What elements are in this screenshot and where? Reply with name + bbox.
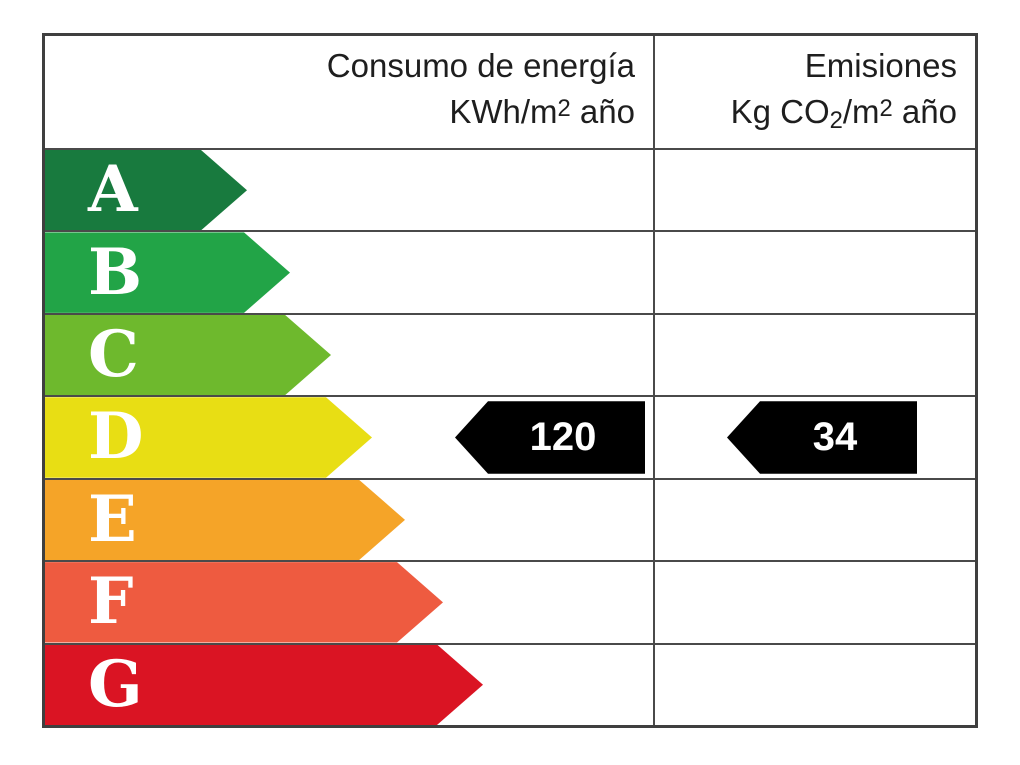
emissions-unit-subscript: 2 [829, 107, 843, 135]
consumption-cell-d: D 120 [45, 397, 653, 477]
rating-bar-c: C [45, 315, 331, 395]
rating-bar-b: B [45, 232, 290, 312]
rating-row-c: C [45, 312, 975, 396]
emissions-cell-d: 34 [653, 397, 975, 478]
emissions-cell-e [653, 479, 975, 561]
rating-bar-g: G [45, 645, 483, 725]
rating-table: Consumo de energía KWh/m2 año Emisiones … [42, 33, 978, 728]
rating-letter-g: G [88, 646, 144, 722]
emissions-cell-b [653, 232, 975, 313]
consumption-unit-superscript: 2 [557, 94, 571, 122]
emissions-unit: Kg CO2/m2 año [655, 89, 957, 139]
rating-letter-b: B [88, 234, 144, 310]
emissions-unit-superscript: 2 [879, 94, 893, 122]
emissions-unit-mid: /m [842, 93, 880, 130]
emissions-unit-suffix: año [892, 93, 957, 130]
consumption-cell-b: B [45, 232, 653, 312]
emissions-cell-a [653, 150, 975, 231]
emissions-value-arrow: 34 [727, 401, 917, 474]
emissions-cell-c [653, 314, 975, 396]
rating-letter-e: E [88, 481, 138, 557]
rating-bar-a: A [45, 150, 247, 230]
consumption-cell-a: A [45, 150, 653, 230]
rating-row-d: D 120 34 [45, 395, 975, 478]
header-row: Consumo de energía KWh/m2 año Emisiones … [45, 36, 975, 148]
rating-bar-d: D [45, 397, 372, 477]
rating-row-b: B [45, 230, 975, 313]
rating-row-f: F [45, 560, 975, 643]
rating-letter-d: D [88, 399, 145, 475]
consumption-unit-prefix: KWh/m [449, 93, 558, 130]
emissions-cell-g [653, 644, 975, 725]
rating-row-e: E [45, 477, 975, 561]
consumption-unit: KWh/m2 año [45, 89, 635, 139]
rating-row-a: A [45, 148, 975, 231]
rating-bar-e: E [45, 480, 405, 560]
rating-letter-c: C [88, 317, 140, 393]
consumption-cell-g: G [45, 645, 653, 725]
consumption-value: 120 [529, 415, 597, 460]
emissions-value: 34 [812, 415, 858, 460]
rating-row-g: G [45, 642, 975, 725]
consumption-cell-c: C [45, 315, 653, 395]
consumption-header: Consumo de energía KWh/m2 año [45, 36, 653, 148]
emissions-unit-prefix: Kg CO [730, 93, 830, 130]
consumption-cell-e: E [45, 480, 653, 560]
emissions-header: Emisiones Kg CO2/m2 año [653, 36, 975, 148]
emissions-title: Emisiones [804, 47, 957, 84]
rating-letter-a: A [88, 152, 139, 228]
emissions-cell-f [653, 562, 975, 643]
consumption-value-arrow: 120 [455, 401, 645, 474]
consumption-cell-f: F [45, 562, 653, 642]
consumption-title: Consumo de energía [326, 47, 635, 84]
consumption-unit-suffix: año [570, 93, 635, 130]
rating-letter-f: F [88, 564, 135, 640]
rating-bar-f: F [45, 562, 443, 642]
